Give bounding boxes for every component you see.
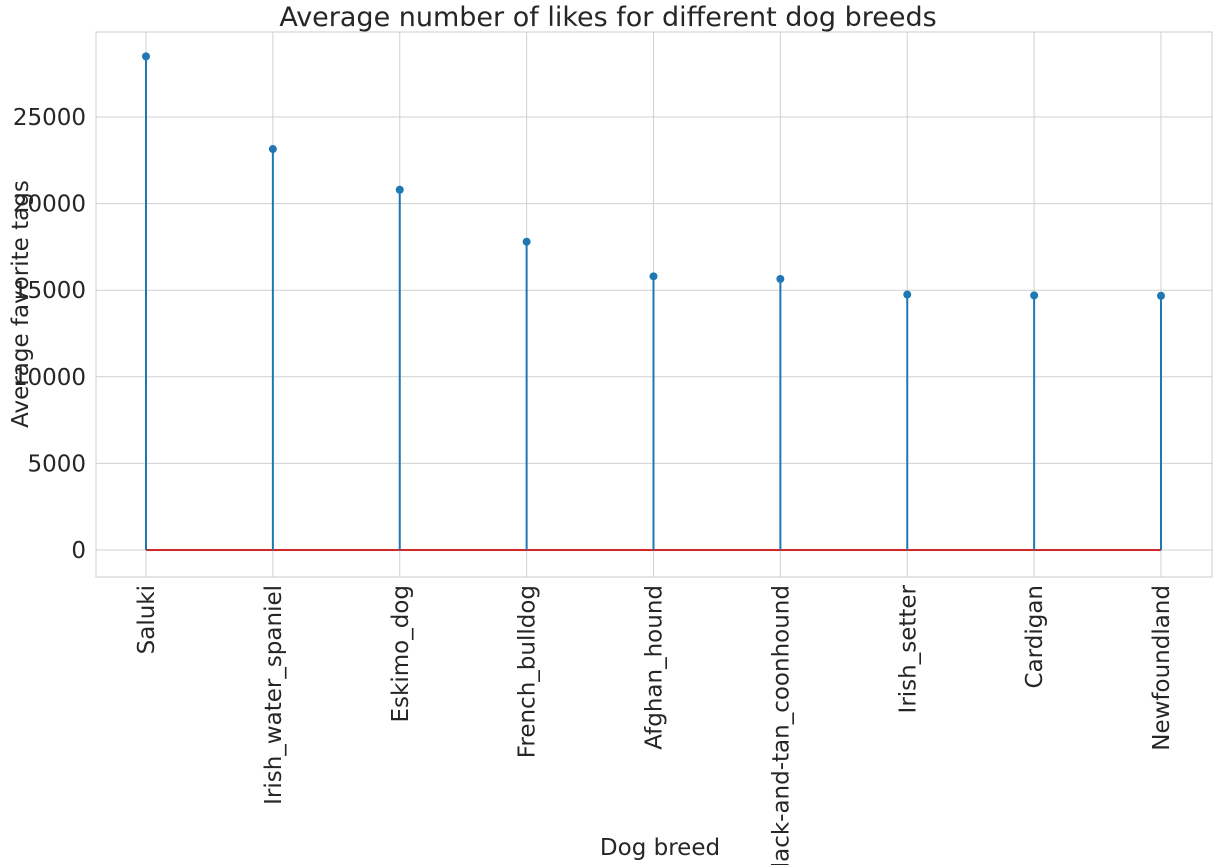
stem-marker	[649, 272, 658, 281]
stem-marker	[776, 274, 785, 283]
plot-frame	[95, 31, 1213, 578]
stems-layer	[142, 52, 1165, 550]
stem-marker	[142, 52, 150, 61]
y-tick-label: 15000	[13, 278, 86, 304]
stem-marker	[903, 290, 912, 299]
stem-marker	[1030, 291, 1039, 300]
stem-marker	[1157, 291, 1165, 300]
x-tick-label: Afghan_hound	[642, 585, 668, 750]
x-tick-label: Irish_setter	[895, 584, 921, 713]
y-tick-labels: 0 5000 10000 15000 20000 25000	[13, 105, 86, 564]
x-tick-label: black-and-tan_coonhound	[768, 585, 794, 865]
stem-marker	[395, 185, 404, 194]
y-axis-label: Average favorite tags	[8, 180, 34, 428]
x-tick-label: French_bulldog	[515, 585, 541, 758]
x-axis-label: Dog breed	[600, 835, 720, 861]
y-tick-label: 25000	[13, 105, 86, 131]
chart-title: Average number of likes for different do…	[279, 2, 936, 33]
x-tick-label: Newfoundland	[1149, 585, 1175, 751]
y-tick-label: 0	[71, 538, 86, 564]
x-tick-label: Eskimo_dog	[388, 585, 414, 722]
y-tick-label: 10000	[13, 365, 86, 391]
y-tick-label: 20000	[13, 192, 86, 218]
x-tick-label: Cardigan	[1022, 585, 1048, 688]
stem-marker	[268, 145, 277, 154]
x-tick-label: Saluki	[134, 585, 160, 654]
y-tick-label: 5000	[27, 451, 86, 477]
x-tick-labels: Saluki Irish_water_spaniel Eskimo_dog Frenc…	[134, 584, 1175, 865]
stem-marker	[522, 237, 531, 246]
x-tick-label: Irish_water_spaniel	[261, 585, 287, 805]
